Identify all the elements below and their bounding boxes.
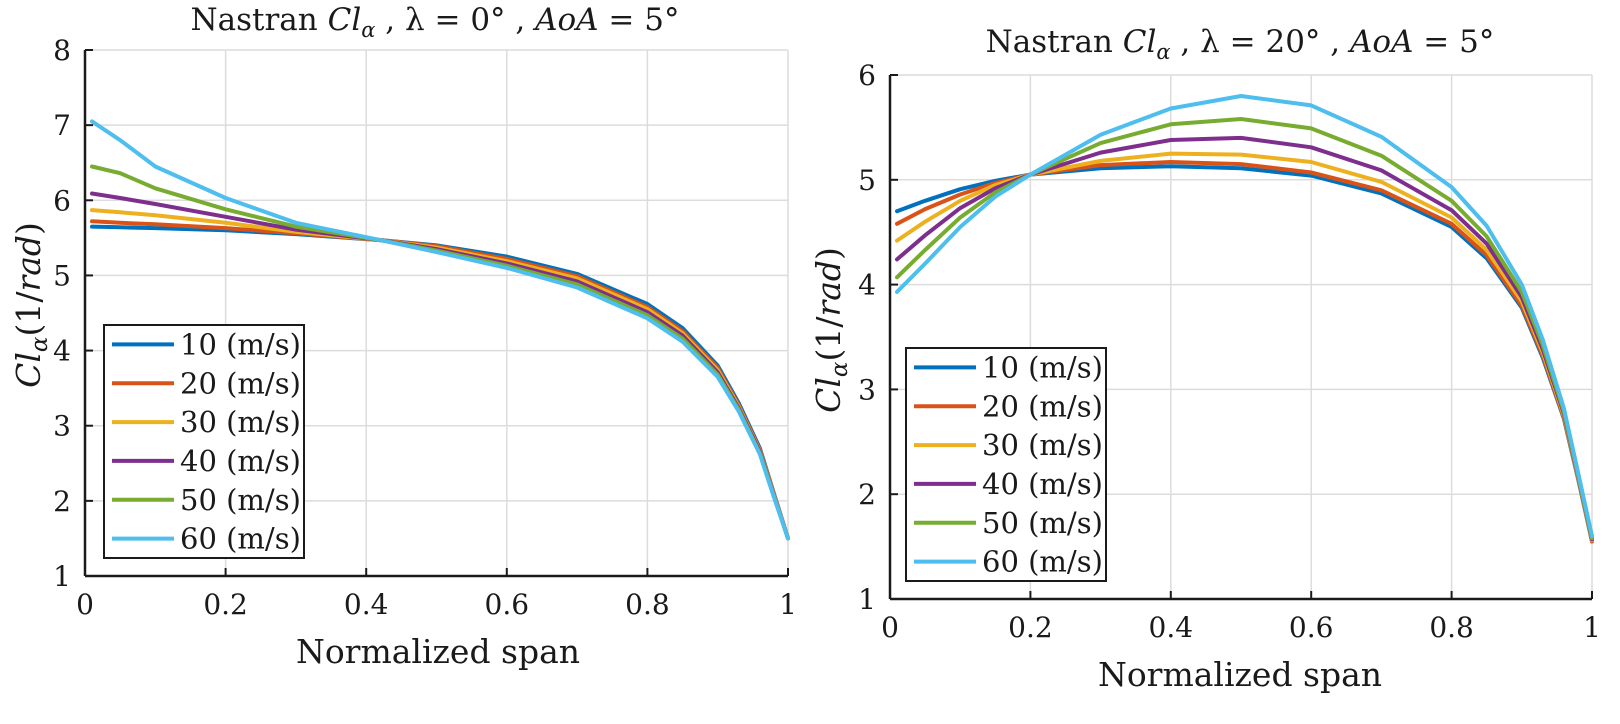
chart-title: Nastran Clα , λ = 20° , AoA = 5° bbox=[986, 24, 1495, 64]
legend-label: 40 (m/s) bbox=[180, 444, 301, 478]
legend-label: 10 (m/s) bbox=[180, 327, 301, 361]
x-tick-label: 0 bbox=[881, 611, 899, 644]
series-line bbox=[90, 119, 790, 541]
series-line bbox=[895, 94, 1594, 539]
legend-box bbox=[103, 324, 305, 559]
y-tick-label: 1 bbox=[53, 560, 71, 593]
legend-label: 20 (m/s) bbox=[180, 366, 301, 400]
x-tick-label: 0.6 bbox=[485, 588, 530, 621]
y-tick-label: 1 bbox=[858, 583, 876, 616]
chart-right: 0 0.2 0.4 0.6 0.8 1 1 2 3 4 5 6 Nastran Clα , λ = 2… bbox=[809, 24, 1601, 694]
y-tick-label: 2 bbox=[858, 478, 876, 511]
y-tick-label: 3 bbox=[858, 373, 876, 406]
x-axis-label: Normalized span bbox=[296, 632, 580, 671]
y-axis-label: Clα(1/rad) bbox=[809, 247, 853, 413]
legend-right: 10 (m/s) 20 (m/s) 30 (m/s) 40 (m/s) 50 (m/s)… bbox=[905, 347, 1107, 582]
axes-right bbox=[888, 75, 1592, 601]
y-tick-label: 8 bbox=[53, 34, 71, 67]
x-tick-label: 0.2 bbox=[1008, 611, 1053, 644]
x-tick-label: 0.8 bbox=[1429, 611, 1474, 644]
y-tick-label: 7 bbox=[53, 109, 71, 142]
y-tick-label: 5 bbox=[858, 164, 876, 197]
legend-left: 10 (m/s) 20 (m/s) 30 (m/s) 40 (m/s) 50 (m/s)… bbox=[103, 324, 305, 559]
y-tick-label: 6 bbox=[858, 59, 876, 92]
series-left bbox=[90, 119, 790, 541]
legend-label: 40 (m/s) bbox=[982, 467, 1103, 501]
x-axis-label: Normalized span bbox=[1098, 655, 1382, 694]
y-tick-label: 6 bbox=[53, 184, 71, 217]
x-tick-label: 1 bbox=[1583, 611, 1601, 644]
legend-label: 20 (m/s) bbox=[982, 389, 1103, 423]
ticks-left: 0 0.2 0.4 0.6 0.8 1 1 2 3 4 5 6 7 8 bbox=[53, 34, 797, 621]
legend-label: 50 (m/s) bbox=[180, 483, 301, 517]
legend-label: 30 (m/s) bbox=[982, 428, 1103, 462]
x-tick-label: 0 bbox=[76, 588, 94, 621]
y-axis-label: Clα(1/rad) bbox=[9, 222, 53, 388]
series-right bbox=[895, 94, 1594, 544]
y-tick-label: 4 bbox=[53, 335, 71, 368]
legend-label: 30 (m/s) bbox=[180, 405, 301, 439]
x-tick-label: 0.8 bbox=[625, 588, 670, 621]
x-tick-label: 0.6 bbox=[1289, 611, 1334, 644]
chart-title: Nastran Clα , λ = 0° , AoA = 5° bbox=[191, 2, 680, 42]
ticks-right: 0 0.2 0.4 0.6 0.8 1 1 2 3 4 5 6 bbox=[858, 59, 1601, 644]
x-tick-label: 0.4 bbox=[344, 588, 389, 621]
chart-left: 0 0.2 0.4 0.6 0.8 1 1 2 3 4 5 6 7 8 Nastran Clα , λ =… bbox=[9, 2, 797, 671]
y-tick-label: 4 bbox=[858, 269, 876, 302]
legend-box bbox=[905, 347, 1107, 582]
legend-label: 60 (m/s) bbox=[180, 522, 301, 556]
legend-label: 10 (m/s) bbox=[982, 350, 1103, 384]
x-tick-label: 1 bbox=[779, 588, 797, 621]
axes-left bbox=[83, 50, 788, 578]
x-tick-label: 0.4 bbox=[1149, 611, 1194, 644]
legend-label: 50 (m/s) bbox=[982, 506, 1103, 540]
y-tick-label: 2 bbox=[53, 485, 71, 518]
y-tick-label: 5 bbox=[53, 259, 71, 292]
y-tick-label: 3 bbox=[53, 410, 71, 443]
x-tick-label: 0.2 bbox=[203, 588, 248, 621]
legend-label: 60 (m/s) bbox=[982, 545, 1103, 579]
